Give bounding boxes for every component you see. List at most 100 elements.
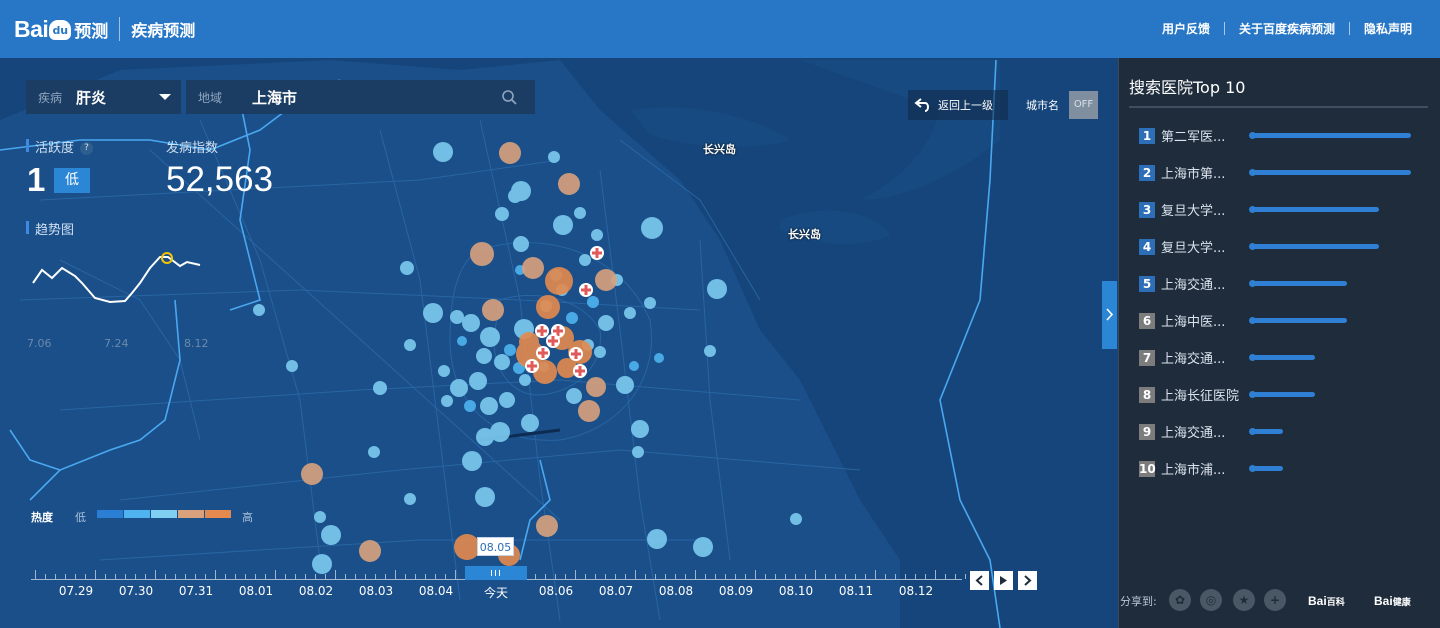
hospital-list-item[interactable]: 6 上海中医... <box>1139 310 1429 330</box>
timeline-date-label[interactable]: 08.07 <box>598 584 634 598</box>
timeline-tick <box>435 574 436 579</box>
rank-badge: 1 <box>1139 128 1155 144</box>
top-links: 用户反馈 关于百度疾病预测 隐私声明 <box>1162 20 1412 37</box>
hospital-name: 上海市第... <box>1161 167 1226 182</box>
timeline-tick <box>875 570 876 579</box>
plus-share-icon[interactable]: + <box>1264 589 1286 611</box>
city-name-toggle[interactable]: OFF <box>1069 91 1098 119</box>
timeline-date-label[interactable]: 07.30 <box>118 584 154 598</box>
play-button[interactable] <box>994 571 1013 590</box>
timeline-tick <box>205 574 206 579</box>
privacy-link[interactable]: 隐私声明 <box>1363 22 1412 36</box>
timeline-tick <box>165 574 166 579</box>
search-icon[interactable] <box>502 90 517 105</box>
prev-button[interactable] <box>970 571 989 590</box>
help-icon[interactable]: ? <box>80 142 94 155</box>
back-label: 返回上一级 <box>938 99 993 112</box>
baidu-paw-share-icon[interactable]: ✿ <box>1169 589 1191 611</box>
dropdown-caret-icon <box>159 94 171 100</box>
timeline-tick <box>245 574 246 579</box>
timeline-date-label[interactable]: 08.02 <box>298 584 334 598</box>
map-label-island: 长兴岛 <box>703 143 736 156</box>
timeline-tick <box>185 574 186 579</box>
timeline-date-label[interactable]: 07.31 <box>178 584 214 598</box>
timeline-tick <box>175 574 176 579</box>
grip-icon <box>491 570 500 576</box>
search-volume-bar <box>1249 354 1315 361</box>
search-volume-bar <box>1249 391 1315 398</box>
timeline-tick <box>385 574 386 579</box>
hospital-list-item[interactable]: 2 上海市第... <box>1139 162 1429 182</box>
timeline-date-label[interactable]: 08.12 <box>898 584 934 598</box>
timeline-tick <box>635 570 636 579</box>
timeline-date-label[interactable]: 08.01 <box>238 584 274 598</box>
hospital-list-item[interactable]: 5 上海交通... <box>1139 273 1429 293</box>
timeline-date-label[interactable]: 08.03 <box>358 584 394 598</box>
back-button[interactable]: 返回上一级 <box>908 90 1008 120</box>
timeline-tick <box>815 570 816 579</box>
timeline-tick <box>555 574 556 579</box>
hospital-list-item[interactable]: 4 复旦大学... <box>1139 236 1429 256</box>
timeline-date-label[interactable]: 08.10 <box>778 584 814 598</box>
baidu-baike-logo[interactable]: Bai百科 <box>1308 594 1345 608</box>
timeline-tick <box>445 574 446 579</box>
baidu-logo[interactable]: Bai du 预测 疾病预测 <box>14 12 195 46</box>
timeline-tick <box>645 574 646 579</box>
timeline-tick <box>935 570 936 579</box>
timeline-date-label[interactable]: 08.09 <box>718 584 754 598</box>
panel-collapse-tab[interactable] <box>1102 281 1117 349</box>
hospital-list-item[interactable]: 7 上海交通... <box>1139 347 1429 367</box>
disease-select[interactable]: 疾病 肝炎 <box>26 80 181 114</box>
hospital-name: 上海中医... <box>1161 315 1226 330</box>
search-volume-bar <box>1249 132 1411 139</box>
timeline-tick <box>115 574 116 579</box>
map-label-island: 长兴岛 <box>788 228 821 241</box>
search-volume-bar <box>1249 317 1347 324</box>
timeline-date-label[interactable]: 08.06 <box>538 584 574 598</box>
feedback-link[interactable]: 用户反馈 <box>1161 22 1210 36</box>
timeline-date-label[interactable]: 08.08 <box>658 584 694 598</box>
timeline-tick <box>355 574 356 579</box>
timeline-tick <box>315 574 316 579</box>
timeline-date-label[interactable]: 07.29 <box>58 584 94 598</box>
timeline-tick <box>155 570 156 579</box>
timeline-tick <box>895 574 896 579</box>
region-search[interactable]: 地域 上海市 <box>186 80 535 114</box>
timeline-tick <box>295 574 296 579</box>
about-link[interactable]: 关于百度疾病预测 <box>1238 22 1335 36</box>
hospital-list-item[interactable]: 1 第二军医... <box>1139 125 1429 145</box>
timeline-tick <box>225 574 226 579</box>
timeline-tick <box>125 574 126 579</box>
timeline-handle[interactable] <box>465 566 527 580</box>
heat-map[interactable] <box>0 58 1118 628</box>
hospital-list-item[interactable]: 9 上海交通... <box>1139 421 1429 441</box>
timeline-tick <box>655 574 656 579</box>
timeline-tick <box>605 574 606 579</box>
top-bar: Bai du 预测 疾病预测 用户反馈 关于百度疾病预测 隐私声明 <box>0 0 1440 58</box>
activity-label: 活跃度? <box>35 137 94 156</box>
rank-badge: 9 <box>1139 424 1155 440</box>
timeline-tick <box>545 574 546 579</box>
timeline-tick <box>925 574 926 579</box>
next-button[interactable] <box>1018 571 1037 590</box>
hospital-list-item[interactable]: 10 上海市浦... <box>1139 458 1429 478</box>
timeline-tick <box>395 570 396 579</box>
star-share-icon[interactable]: ★ <box>1233 589 1255 611</box>
rank-badge: 3 <box>1139 202 1155 218</box>
timeline-date-label[interactable]: 今天 <box>483 586 509 600</box>
activity-level-badge: 低 <box>54 168 90 193</box>
timeline-date-label[interactable]: 08.11 <box>838 584 874 598</box>
timeline-tick <box>195 574 196 579</box>
disease-label: 疾病 <box>38 90 63 105</box>
baidu-health-logo[interactable]: Bai健康 <box>1374 594 1411 608</box>
baidu-paw-icon: du <box>49 20 72 40</box>
timeline-tick <box>275 570 276 579</box>
region-value[interactable]: 上海市 <box>252 88 298 107</box>
timeline-date-label[interactable]: 08.04 <box>418 584 454 598</box>
weibo-share-icon[interactable]: ◎ <box>1200 589 1222 611</box>
trend-label: 趋势图 <box>35 223 75 238</box>
timeline-tick <box>365 574 366 579</box>
hospital-list-item[interactable]: 3 复旦大学... <box>1139 199 1429 219</box>
timeline-tick <box>65 574 66 579</box>
hospital-list-item[interactable]: 8 上海长征医院 <box>1139 384 1429 404</box>
